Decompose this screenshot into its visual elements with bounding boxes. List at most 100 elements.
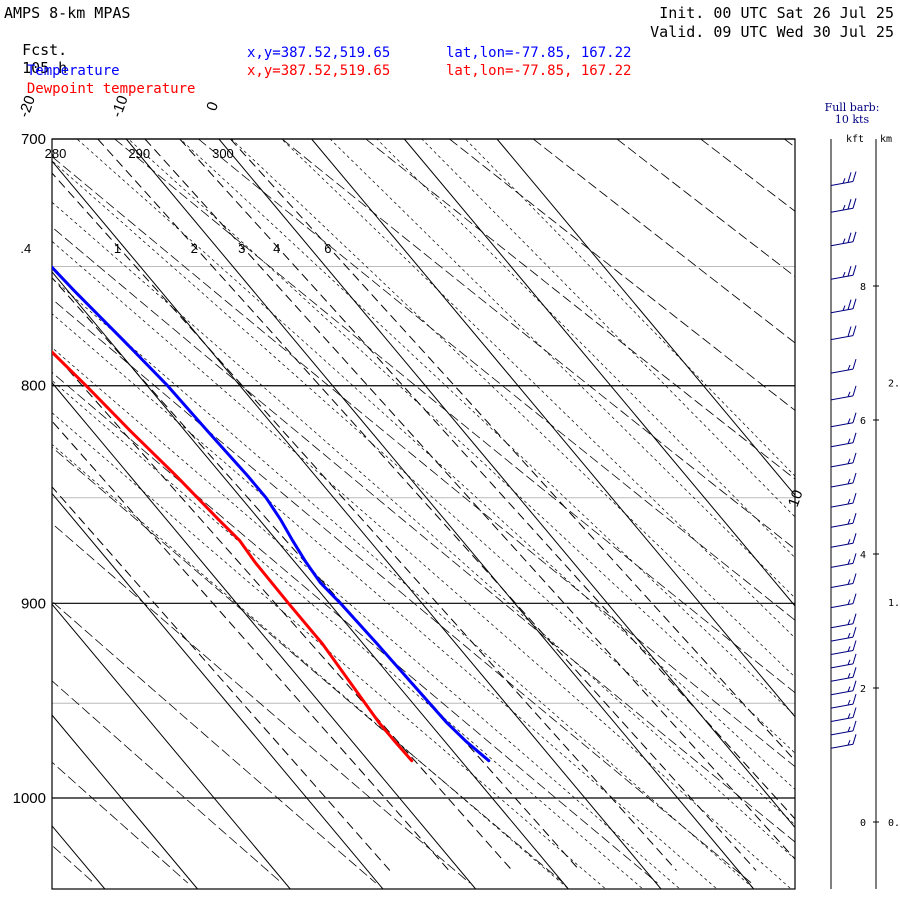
wind-barb	[830, 513, 857, 528]
mixing-ratio-label-7: 4	[273, 241, 280, 256]
pressure-label-900: 900	[21, 595, 46, 612]
barb-half-flag	[847, 659, 851, 665]
barb-half-flag	[847, 539, 851, 545]
barb-shaft	[830, 623, 854, 629]
pressure-label-800: 800	[21, 378, 46, 395]
moist-adiabat-26	[329, 139, 795, 599]
barb-half-flag	[842, 271, 846, 278]
dry-adiabat-230	[52, 522, 470, 884]
isotherm--30	[52, 271, 569, 889]
barb-shaft	[830, 676, 854, 682]
barb-flag	[852, 412, 857, 423]
barb-half-flag	[847, 559, 851, 565]
barb-shaft	[830, 690, 854, 696]
kft-unit-label: kft	[846, 134, 865, 145]
moist-adiabat-22	[281, 139, 795, 639]
barb-flag	[852, 593, 857, 604]
wind-barb	[830, 693, 857, 709]
wind-barb-panel: 0 2 4 6 8 0. 1. 2.	[830, 139, 900, 889]
wind-barb	[830, 385, 857, 401]
barb-flag	[852, 553, 857, 564]
dry-adiabat-280	[52, 156, 795, 768]
barb-flag	[852, 640, 857, 651]
legend-temperature-label: Temperature	[26, 63, 120, 79]
legend-dewpoint: Dewpoint temperature	[10, 62, 196, 98]
mixing-ratio-line-5	[97, 139, 757, 871]
isotherm-label--20: -20	[16, 93, 39, 119]
wind-barb	[830, 472, 857, 488]
profile-series	[52, 265, 491, 763]
barb-shaft	[830, 703, 854, 709]
barb-half-flag	[842, 204, 846, 211]
model-title: AMPS 8-km MPAS	[4, 4, 131, 22]
dry-adiabat-260	[52, 298, 752, 884]
dry-adiabat-340	[533, 139, 795, 344]
dry-adiabat-210	[52, 680, 283, 884]
wind-barb	[830, 231, 857, 247]
barb-shaft	[830, 663, 854, 669]
barb-flag	[852, 707, 857, 718]
barb-half-flag	[847, 438, 851, 444]
dry-adiabat-220	[52, 600, 376, 884]
barb-flag	[852, 385, 857, 397]
barb-shaft	[830, 442, 854, 448]
wind-barb	[830, 412, 857, 428]
isotherm-10	[311, 139, 795, 718]
dry-adiabat-240	[52, 446, 564, 884]
moist-adiabat--2	[52, 201, 795, 860]
barb-shaft	[830, 274, 854, 280]
forecast-value: 105 h	[22, 59, 68, 77]
legend-dewpoint-latlon: lat,lon=-77.85, 167.22	[446, 63, 632, 79]
pressure-label-1000: 1000	[13, 790, 46, 807]
mixing-ratio-line-6	[144, 139, 795, 860]
moist-adiabat--6	[52, 240, 791, 889]
mixing-ratio-line-1	[52, 420, 450, 871]
km-label-1: 1.	[888, 598, 900, 609]
wind-barb	[830, 198, 857, 213]
moist-adiabat--10	[52, 277, 754, 889]
wind-barb	[830, 553, 857, 568]
barb-shaft	[830, 717, 854, 722]
km-label-2: 2.	[888, 378, 900, 389]
barb-legend-value: 10 kts	[834, 113, 870, 126]
barb-shaft	[830, 422, 854, 428]
temperature-line	[52, 265, 491, 763]
theta-label-300: 300	[212, 146, 234, 161]
isotherm-label--10: -10	[108, 93, 131, 119]
barb-flag	[852, 533, 857, 544]
barb-half-flag	[847, 391, 851, 397]
isotherm-30	[496, 139, 795, 496]
pressure-label-700: 700	[21, 131, 46, 148]
barb-shaft	[830, 562, 854, 568]
moist-adiabat--22	[52, 380, 643, 889]
barb-flag	[847, 232, 852, 243]
barb-shaft	[830, 636, 854, 642]
barb-flag	[847, 266, 852, 277]
isotherm--60	[52, 603, 291, 889]
wind-barb	[830, 492, 857, 508]
barb-flag	[852, 513, 857, 524]
barb-flag	[852, 325, 857, 336]
barb-shaft	[830, 730, 854, 736]
mixing-ratio-label-5: 2	[191, 241, 198, 256]
legend-temperature: Temperature	[10, 44, 120, 80]
barb-flag	[852, 680, 857, 691]
wind-barb	[830, 734, 857, 749]
wind-barb	[830, 533, 857, 548]
barb-half-flag	[847, 619, 851, 625]
legend-temperature-latlon: lat,lon=-77.85, 167.22	[446, 45, 632, 61]
barb-flag	[852, 472, 857, 484]
barb-legend-title: Full barb:	[824, 101, 880, 114]
barb-legend: Full barb: 10 kts	[812, 102, 892, 126]
barb-half-flag	[847, 699, 851, 706]
barb-shaft	[830, 522, 854, 528]
barb-flag	[847, 326, 852, 337]
wind-barb	[830, 613, 857, 629]
barb-flag	[852, 265, 857, 276]
mixing-ratio-label-8: 6	[324, 241, 331, 256]
barb-flag	[852, 734, 857, 745]
barb-flag	[852, 452, 857, 464]
kft-label-4: 4	[860, 550, 866, 561]
barb-half-flag	[847, 478, 851, 485]
